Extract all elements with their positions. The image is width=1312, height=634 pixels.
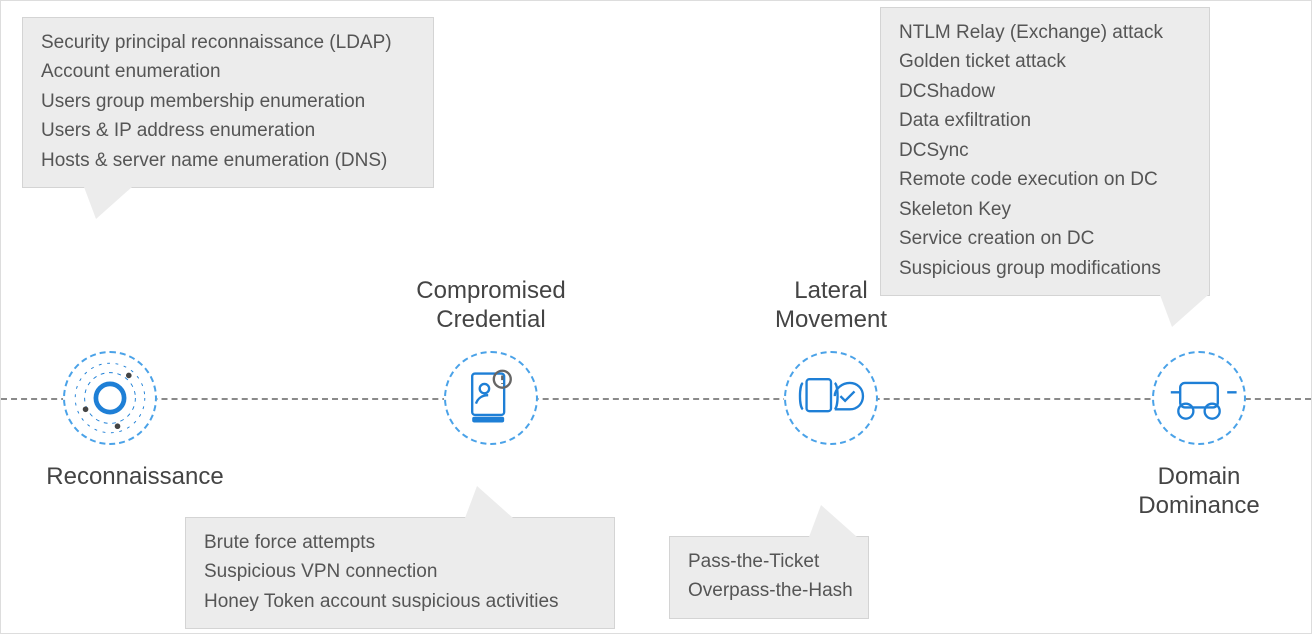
callout-recon: Security principal reconnaissance (LDAP)… — [22, 17, 434, 188]
callout-item: Golden ticket attack — [899, 47, 1191, 76]
callout-item: Brute force attempts — [204, 528, 596, 557]
callout-item: Honey Token account suspicious activitie… — [204, 587, 596, 616]
node-label-cred: CompromisedCredential — [411, 277, 571, 335]
callout-item: Service creation on DC — [899, 224, 1191, 253]
callout-item: Security principal reconnaissance (LDAP) — [41, 28, 415, 57]
callout-tail-lateral — [809, 505, 857, 537]
callout-tail-cred — [465, 486, 513, 518]
callout-item: Remote code execution on DC — [899, 165, 1191, 194]
callout-item: Suspicious VPN connection — [204, 557, 596, 586]
callout-tail-recon — [84, 187, 132, 219]
callout-tail-domain — [1160, 295, 1208, 327]
node-label-lateral: LateralMovement — [766, 277, 896, 335]
callout-item: Overpass-the-Hash — [688, 576, 850, 605]
callout-lateral: Pass-the-TicketOverpass-the-Hash — [669, 536, 869, 619]
callout-cred: Brute force attemptsSuspicious VPN conne… — [185, 517, 615, 629]
callout-item: Suspicious group modifications — [899, 254, 1191, 283]
node-domain — [1152, 351, 1246, 445]
callout-item: Pass-the-Ticket — [688, 547, 850, 576]
node-label-domain: DomainDominance — [1129, 463, 1269, 521]
node-recon — [63, 351, 157, 445]
callout-item: Account enumeration — [41, 57, 415, 86]
callout-item: DCSync — [899, 136, 1191, 165]
callout-item: Hosts & server name enumeration (DNS) — [41, 146, 415, 175]
callout-item: Data exfiltration — [899, 106, 1191, 135]
callout-item: Skeleton Key — [899, 195, 1191, 224]
node-label-recon: Reconnaissance — [35, 463, 235, 492]
callout-item: Users & IP address enumeration — [41, 116, 415, 145]
node-lateral — [784, 351, 878, 445]
callout-item: NTLM Relay (Exchange) attack — [899, 18, 1191, 47]
callout-item: Users group membership enumeration — [41, 87, 415, 116]
timeline — [1, 398, 1311, 400]
callout-domain: NTLM Relay (Exchange) attackGolden ticke… — [880, 7, 1210, 296]
callout-item: DCShadow — [899, 77, 1191, 106]
node-cred — [444, 351, 538, 445]
